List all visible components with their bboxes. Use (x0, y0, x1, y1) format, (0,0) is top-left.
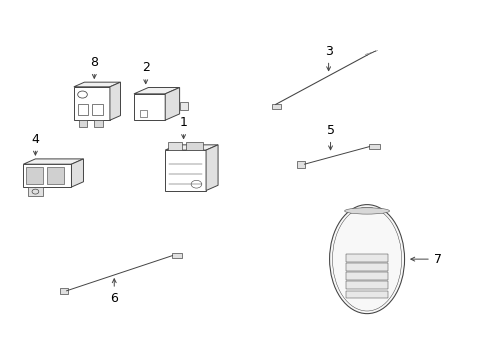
Text: 4: 4 (31, 132, 39, 145)
Polygon shape (71, 159, 83, 187)
Bar (346, 254, 387, 262)
Text: 1: 1 (179, 116, 187, 129)
Polygon shape (110, 82, 120, 120)
Bar (79, 120, 87, 127)
Text: 3: 3 (324, 45, 332, 58)
Text: 6: 6 (110, 292, 118, 305)
Bar (185, 142, 202, 150)
Bar (369, 144, 379, 149)
Bar (346, 291, 387, 298)
Polygon shape (205, 145, 218, 190)
Bar (346, 263, 387, 271)
Bar (61, 288, 68, 294)
Polygon shape (165, 145, 218, 150)
Polygon shape (23, 164, 71, 187)
Polygon shape (74, 87, 110, 120)
Polygon shape (23, 159, 83, 164)
Bar (140, 111, 146, 117)
Bar (78, 104, 88, 115)
Bar (94, 120, 102, 127)
Text: 8: 8 (90, 56, 98, 69)
Bar (28, 187, 42, 196)
Ellipse shape (344, 208, 389, 214)
Bar (271, 104, 280, 109)
Polygon shape (134, 94, 165, 120)
Text: 7: 7 (433, 253, 442, 266)
Polygon shape (165, 150, 205, 190)
Ellipse shape (329, 204, 404, 314)
Bar (297, 161, 305, 168)
Polygon shape (74, 82, 120, 87)
Bar (47, 167, 64, 184)
Bar (179, 102, 188, 111)
Polygon shape (165, 87, 179, 120)
Bar (167, 142, 182, 150)
Polygon shape (134, 87, 179, 94)
Bar (172, 253, 182, 258)
Bar (346, 282, 387, 289)
Text: 2: 2 (142, 61, 149, 74)
Bar (346, 273, 387, 280)
Bar (26, 167, 42, 184)
Bar (92, 104, 102, 115)
Text: 5: 5 (326, 124, 334, 137)
